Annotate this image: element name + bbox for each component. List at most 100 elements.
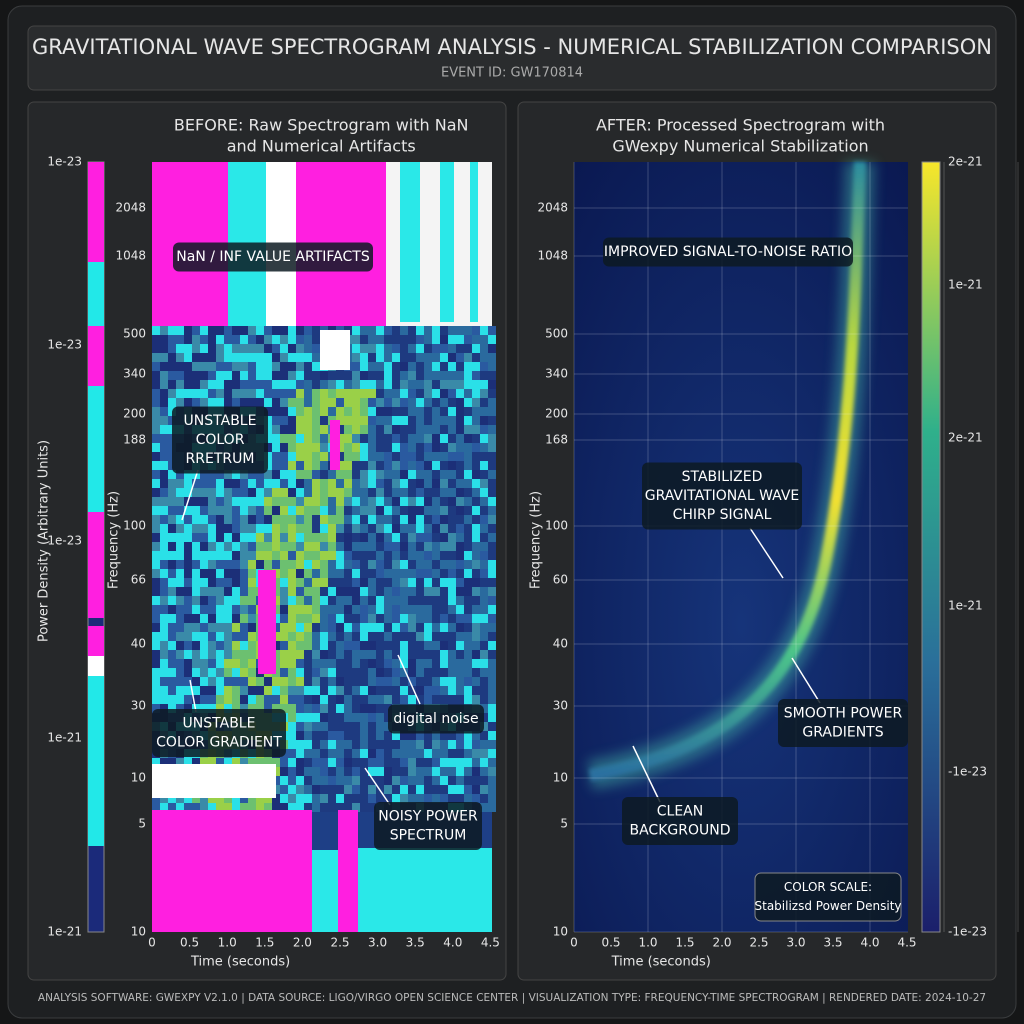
cell [184, 659, 192, 668]
cell [248, 335, 256, 344]
artifact [400, 162, 420, 322]
cell [384, 470, 392, 479]
cell [472, 758, 480, 767]
cell [328, 407, 336, 416]
cell [376, 614, 384, 623]
cell [256, 371, 264, 380]
cell [480, 434, 488, 443]
cell [192, 605, 200, 614]
cell [424, 632, 432, 641]
cell [280, 551, 288, 560]
panel-title: AFTER: Processed Spectrogram with [596, 116, 885, 135]
cell [352, 695, 360, 704]
cell [480, 785, 488, 794]
cell [296, 578, 304, 587]
cell [176, 659, 184, 668]
cell [456, 668, 464, 677]
cell [488, 749, 496, 758]
cell [264, 497, 272, 506]
cell [264, 326, 272, 335]
cell [392, 344, 400, 353]
y-tick-label: 188 [123, 433, 146, 447]
cell [448, 740, 456, 749]
cell [232, 533, 240, 542]
cell [152, 344, 160, 353]
cell [240, 344, 248, 353]
cell [408, 596, 416, 605]
cell [360, 452, 368, 461]
cell [288, 344, 296, 353]
cell [288, 740, 296, 749]
cell [208, 515, 216, 524]
cell [376, 668, 384, 677]
cell [368, 362, 376, 371]
cell [168, 677, 176, 686]
cell [216, 596, 224, 605]
cell [304, 668, 312, 677]
cell [280, 362, 288, 371]
cell [152, 407, 160, 416]
cell [232, 353, 240, 362]
cell [248, 560, 256, 569]
cell [464, 686, 472, 695]
cell [408, 668, 416, 677]
cell [264, 758, 272, 767]
cell [216, 479, 224, 488]
cell [384, 389, 392, 398]
cell [416, 560, 424, 569]
cell [200, 551, 208, 560]
cell [384, 740, 392, 749]
cell [488, 650, 496, 659]
cell [336, 767, 344, 776]
cell [176, 794, 184, 803]
cell [288, 353, 296, 362]
cell [224, 380, 232, 389]
cell [256, 704, 264, 713]
cell [384, 479, 392, 488]
cell [152, 704, 160, 713]
cell [344, 407, 352, 416]
cell [448, 371, 456, 380]
cell [424, 389, 432, 398]
cell [192, 587, 200, 596]
cell [224, 803, 232, 812]
cell [488, 515, 496, 524]
cell [464, 542, 472, 551]
cell [392, 677, 400, 686]
cell [384, 326, 392, 335]
cell [232, 335, 240, 344]
cell [184, 632, 192, 641]
cell [296, 389, 304, 398]
cell [200, 794, 208, 803]
cell [160, 533, 168, 542]
y-tick-label: 30 [131, 699, 146, 713]
cell [392, 596, 400, 605]
cb-seg [88, 386, 104, 512]
annotation-box [778, 699, 908, 747]
cell [256, 506, 264, 515]
cell [312, 506, 320, 515]
colorbar-tick: -1e-23 [948, 765, 987, 779]
cell [296, 398, 304, 407]
cell [408, 632, 416, 641]
cell [384, 677, 392, 686]
cb-seg [88, 326, 104, 386]
cell [480, 479, 488, 488]
cell [272, 398, 280, 407]
cell [432, 371, 440, 380]
cell [400, 506, 408, 515]
cell [288, 326, 296, 335]
cell [272, 551, 280, 560]
cell [312, 434, 320, 443]
cell [368, 578, 376, 587]
cell [328, 767, 336, 776]
cell [408, 776, 416, 785]
cell [472, 614, 480, 623]
cell [296, 362, 304, 371]
cell [416, 551, 424, 560]
cell [168, 614, 176, 623]
cell [192, 569, 200, 578]
cell [296, 443, 304, 452]
cell [192, 515, 200, 524]
cell [376, 488, 384, 497]
